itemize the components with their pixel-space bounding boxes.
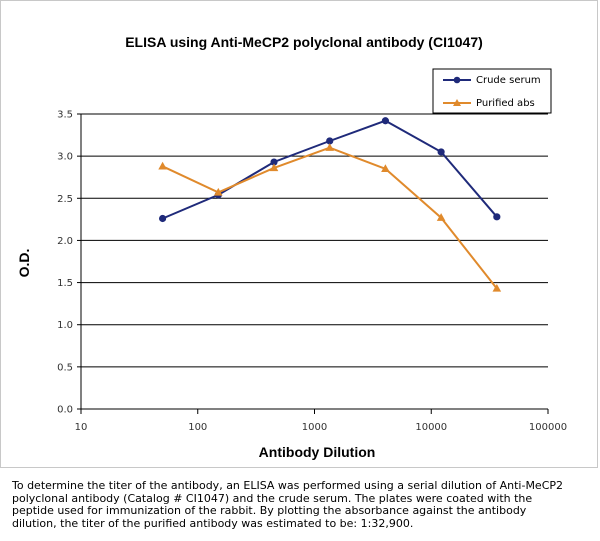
gridlines: [81, 113, 548, 368]
data-point-purified-abs: [269, 163, 279, 172]
caption-text: To determine the titer of the antibody, …: [12, 479, 564, 530]
series-line-purified-abs: [162, 146, 498, 290]
data-point-crude-serum: [326, 137, 334, 145]
data-point-crude-serum: [437, 148, 445, 156]
axes: [77, 113, 549, 414]
x-tick-labels: 10 100 1000 10000 100000: [75, 422, 567, 433]
x-tick-label: 100: [188, 422, 207, 433]
y-axis-title: O.D.: [16, 249, 32, 278]
y-tick-labels: 0.0 0.5 1.0 1.5 2.0 2.5 3.0 3.5: [57, 110, 73, 416]
data-point-crude-serum: [493, 213, 501, 221]
x-tick-label: 100000: [529, 422, 567, 433]
data-point-purified-abs: [214, 187, 223, 196]
y-tick-label: 0.5: [57, 362, 73, 373]
legend-purified-abs-label: Purified abs: [476, 98, 535, 109]
legend-purified-abs-marker: [453, 99, 461, 106]
figure-caption: To determine the titer of the antibody, …: [12, 479, 572, 530]
data-point-purified-abs: [158, 161, 167, 170]
data-point-purified-abs: [325, 143, 335, 151]
x-axis-title: Antibody Dilution: [259, 444, 376, 460]
y-tick-label: 2.5: [57, 194, 73, 205]
data-point-purified-abs: [492, 283, 502, 292]
chart-title: ELISA using Anti-MeCP2 polyclonal antibo…: [125, 34, 483, 50]
series: [158, 117, 502, 292]
y-tick-label: 2.0: [57, 236, 73, 247]
x-tick-label: 1000: [302, 422, 327, 433]
x-tick-label: 10: [75, 422, 88, 433]
legend-crude-serum-label: Crude serum: [476, 75, 541, 86]
y-tick-label: 3.5: [57, 110, 73, 121]
legend-crude-serum-marker: [453, 76, 461, 84]
legend-box: [432, 68, 552, 114]
y-tick-label: 0.0: [57, 405, 73, 416]
data-point-purified-abs: [381, 164, 390, 172]
series-line-crude-serum: [162, 119, 498, 220]
y-tick-label: 3.0: [57, 152, 73, 163]
x-tick-label: 10000: [415, 422, 447, 433]
data-point-crude-serum: [381, 117, 390, 125]
chart-frame: ELISA using Anti-MeCP2 polyclonal antibo…: [0, 0, 598, 468]
elisa-chart: ELISA using Anti-MeCP2 polyclonal antibo…: [16, 34, 567, 460]
y-tick-label: 1.5: [57, 278, 73, 289]
data-point-purified-abs: [436, 213, 446, 221]
data-point-crude-serum: [270, 158, 278, 166]
y-tick-label: 1.0: [57, 320, 73, 331]
legend: Crude serum Purified abs: [432, 68, 552, 114]
data-point-crude-serum: [159, 214, 167, 223]
